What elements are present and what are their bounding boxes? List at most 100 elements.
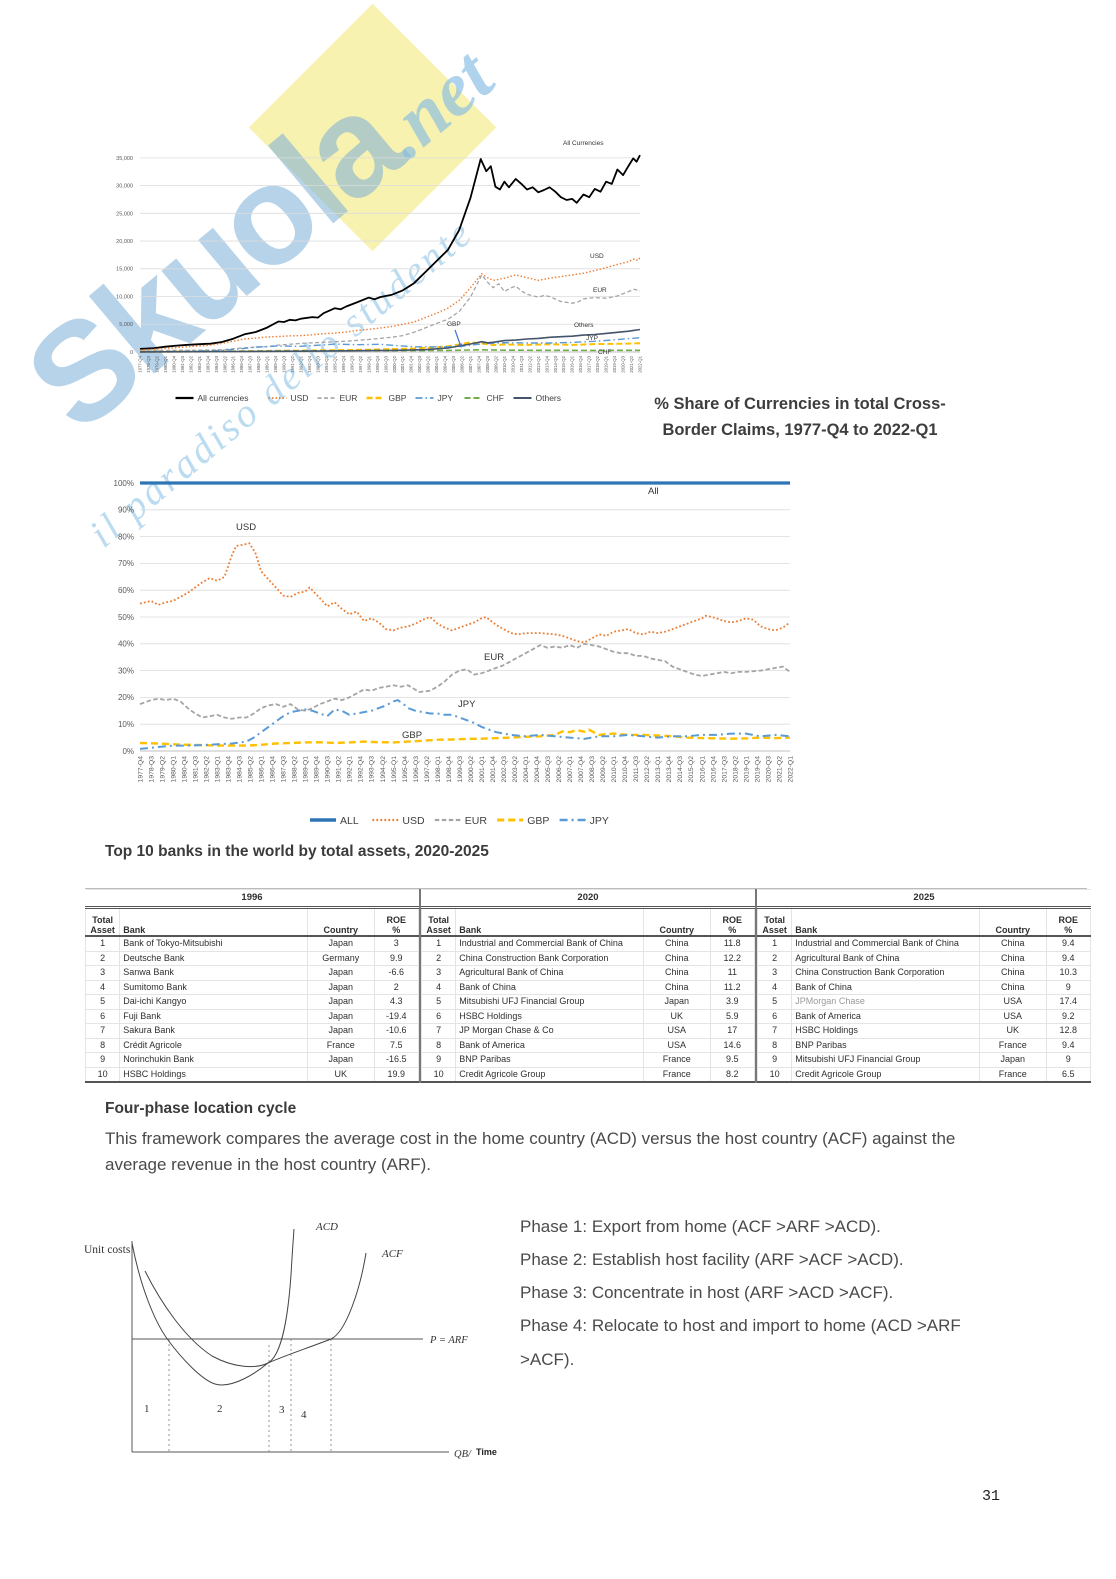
- table-row: 5 JPMorgan Chase USA 17.4: [756, 994, 1092, 1010]
- table-cell: 10.3: [1045, 965, 1092, 981]
- table-cell: 10: [756, 1066, 793, 1083]
- svg-text:1998-Q1: 1998-Q1: [435, 756, 442, 783]
- table-cell: China: [642, 979, 711, 995]
- table-cell: -19.4: [373, 1008, 420, 1024]
- table-cell: 11.2: [709, 979, 756, 995]
- svg-text:2007-Q4: 2007-Q4: [476, 355, 481, 372]
- table-cell: 7.5: [373, 1037, 420, 1053]
- svg-text:2007-Q4: 2007-Q4: [578, 756, 585, 783]
- table-cell: UK: [978, 1023, 1047, 1039]
- svg-text:2019-Q4: 2019-Q4: [612, 355, 617, 372]
- table-row: 4 Bank of China China 11.2: [420, 979, 756, 995]
- table-cell: China: [642, 965, 711, 981]
- svg-text:1989-Q1: 1989-Q1: [265, 355, 270, 372]
- svg-text:2002-Q3: 2002-Q3: [501, 756, 508, 783]
- svg-text:2015-Q2: 2015-Q2: [688, 756, 695, 783]
- table-cell: BNP Paribas: [455, 1052, 644, 1068]
- svg-text:EUR: EUR: [465, 815, 488, 827]
- table-cell: 11.8: [709, 935, 756, 952]
- table-row: 2 China Construction Bank Corporation Chin…: [420, 950, 756, 966]
- table-cell: Agricultural Bank of China: [455, 965, 644, 981]
- svg-text:ALL: ALL: [340, 815, 359, 827]
- svg-text:USD: USD: [590, 253, 604, 260]
- table-row: 3 Agricultural Bank of China China 11: [420, 965, 756, 981]
- table-cell: 9.9: [373, 950, 420, 966]
- page-number: 31: [982, 1488, 1001, 1505]
- svg-text:1999-Q3: 1999-Q3: [383, 355, 388, 372]
- svg-text:1997-Q2: 1997-Q2: [358, 355, 363, 372]
- svg-text:All: All: [648, 486, 659, 497]
- svg-text:1979-Q2: 1979-Q2: [154, 355, 159, 372]
- svg-text:90%: 90%: [118, 506, 134, 515]
- table-cell: UK: [306, 1066, 375, 1083]
- price-line-label: P = ARF: [429, 1335, 468, 1346]
- svg-text:2021-Q2: 2021-Q2: [776, 756, 783, 783]
- table-cell: 2: [84, 950, 121, 966]
- table-cell: Japan: [306, 1008, 375, 1024]
- table-row: 2 Agricultural Bank of China China 9.4: [756, 950, 1092, 966]
- svg-text:1999-Q3: 1999-Q3: [457, 756, 464, 783]
- table-row: 3 Sanwa Bank Japan -6.6: [84, 965, 420, 981]
- banks-table: 1996 Total Asset Bank Country ROE% 1 Bank of To…: [84, 888, 1092, 1083]
- table-row: 10 Credit Agricole Group France 8.2: [420, 1066, 756, 1083]
- svg-text:1995-Q4: 1995-Q4: [402, 756, 409, 783]
- svg-text:2014-Q3: 2014-Q3: [553, 355, 558, 372]
- table-row: 7 Sakura Bank Japan -10.6: [84, 1023, 420, 1039]
- table-cell: Japan: [306, 965, 375, 981]
- table-cell: USA: [642, 1037, 711, 1053]
- table-row: 5 Mitsubishi UFJ Financial Group Japan 3.9: [420, 994, 756, 1010]
- table-cell: HSBC Holdings: [455, 1008, 644, 1024]
- svg-text:10%: 10%: [118, 720, 134, 729]
- table-cell: Japan: [642, 994, 711, 1010]
- svg-text:2013-Q1: 2013-Q1: [536, 355, 541, 372]
- svg-text:1990-Q3: 1990-Q3: [282, 355, 287, 372]
- table-cell: Japan: [306, 979, 375, 995]
- table-cell: 3: [84, 965, 121, 981]
- table-row: 1 Industrial and Commercial Bank of China…: [756, 935, 1092, 952]
- svg-text:1998-Q4: 1998-Q4: [446, 756, 453, 783]
- table-cell: Japan: [306, 1023, 375, 1039]
- svg-text:100%: 100%: [114, 479, 134, 488]
- table-cell: BNP Paribas: [791, 1037, 980, 1053]
- table-cell: JP Morgan Chase & Co: [455, 1023, 644, 1039]
- svg-text:2013-Q1: 2013-Q1: [655, 756, 662, 783]
- svg-text:1992-Q1: 1992-Q1: [299, 355, 304, 372]
- table-cell: 12.2: [709, 950, 756, 966]
- svg-text:1983-Q4: 1983-Q4: [226, 756, 233, 783]
- svg-text:CHF: CHF: [598, 349, 611, 356]
- svg-text:1989-Q1: 1989-Q1: [303, 756, 310, 783]
- svg-text:2015-Q2: 2015-Q2: [561, 355, 566, 372]
- svg-text:2019-Q1: 2019-Q1: [743, 756, 750, 783]
- table-cell: -6.6: [373, 965, 420, 981]
- table-cell: Bank of America: [455, 1037, 644, 1053]
- phase-2-text: Phase 2: Establish host facility (ARF >A…: [520, 1250, 904, 1270]
- table-cell: 4: [84, 979, 121, 995]
- table-cell: France: [978, 1037, 1047, 1053]
- table-column-header: Total Asset: [420, 907, 457, 937]
- table-cell: 5: [756, 994, 793, 1010]
- svg-text:1993-Q3: 1993-Q3: [369, 756, 376, 783]
- svg-text:2017-Q3: 2017-Q3: [721, 756, 728, 783]
- svg-text:2018-Q2: 2018-Q2: [595, 355, 600, 372]
- svg-text:2019-Q4: 2019-Q4: [754, 756, 761, 783]
- table-cell: USA: [978, 1008, 1047, 1024]
- table-cell: 2: [756, 950, 793, 966]
- table-cell: Sanwa Bank: [119, 965, 308, 981]
- table-cell: Fuji Bank: [119, 1008, 308, 1024]
- svg-text:1986-Q1: 1986-Q1: [259, 756, 266, 783]
- svg-text:USD: USD: [402, 815, 425, 827]
- svg-text:2016-Q1: 2016-Q1: [570, 355, 575, 372]
- table-cell: China Construction Bank Corporation: [455, 950, 644, 966]
- svg-text:25,000: 25,000: [116, 211, 133, 217]
- svg-text:EUR: EUR: [340, 393, 358, 403]
- table-cell: 9: [84, 1052, 121, 1068]
- phase-4-text: Phase 4: Relocate to host and import to …: [520, 1316, 961, 1369]
- svg-text:2020-Q3: 2020-Q3: [765, 756, 772, 783]
- diagram-x-label-time: Time: [476, 1447, 497, 1457]
- table-cell: Dai-ichi Kangyo: [119, 994, 308, 1010]
- table-cell: 11: [709, 965, 756, 981]
- table-column-header: Total Asset: [84, 907, 121, 937]
- table-column-header: ROE%: [373, 907, 420, 937]
- table-cell: 1: [756, 935, 793, 952]
- svg-text:30%: 30%: [118, 666, 134, 675]
